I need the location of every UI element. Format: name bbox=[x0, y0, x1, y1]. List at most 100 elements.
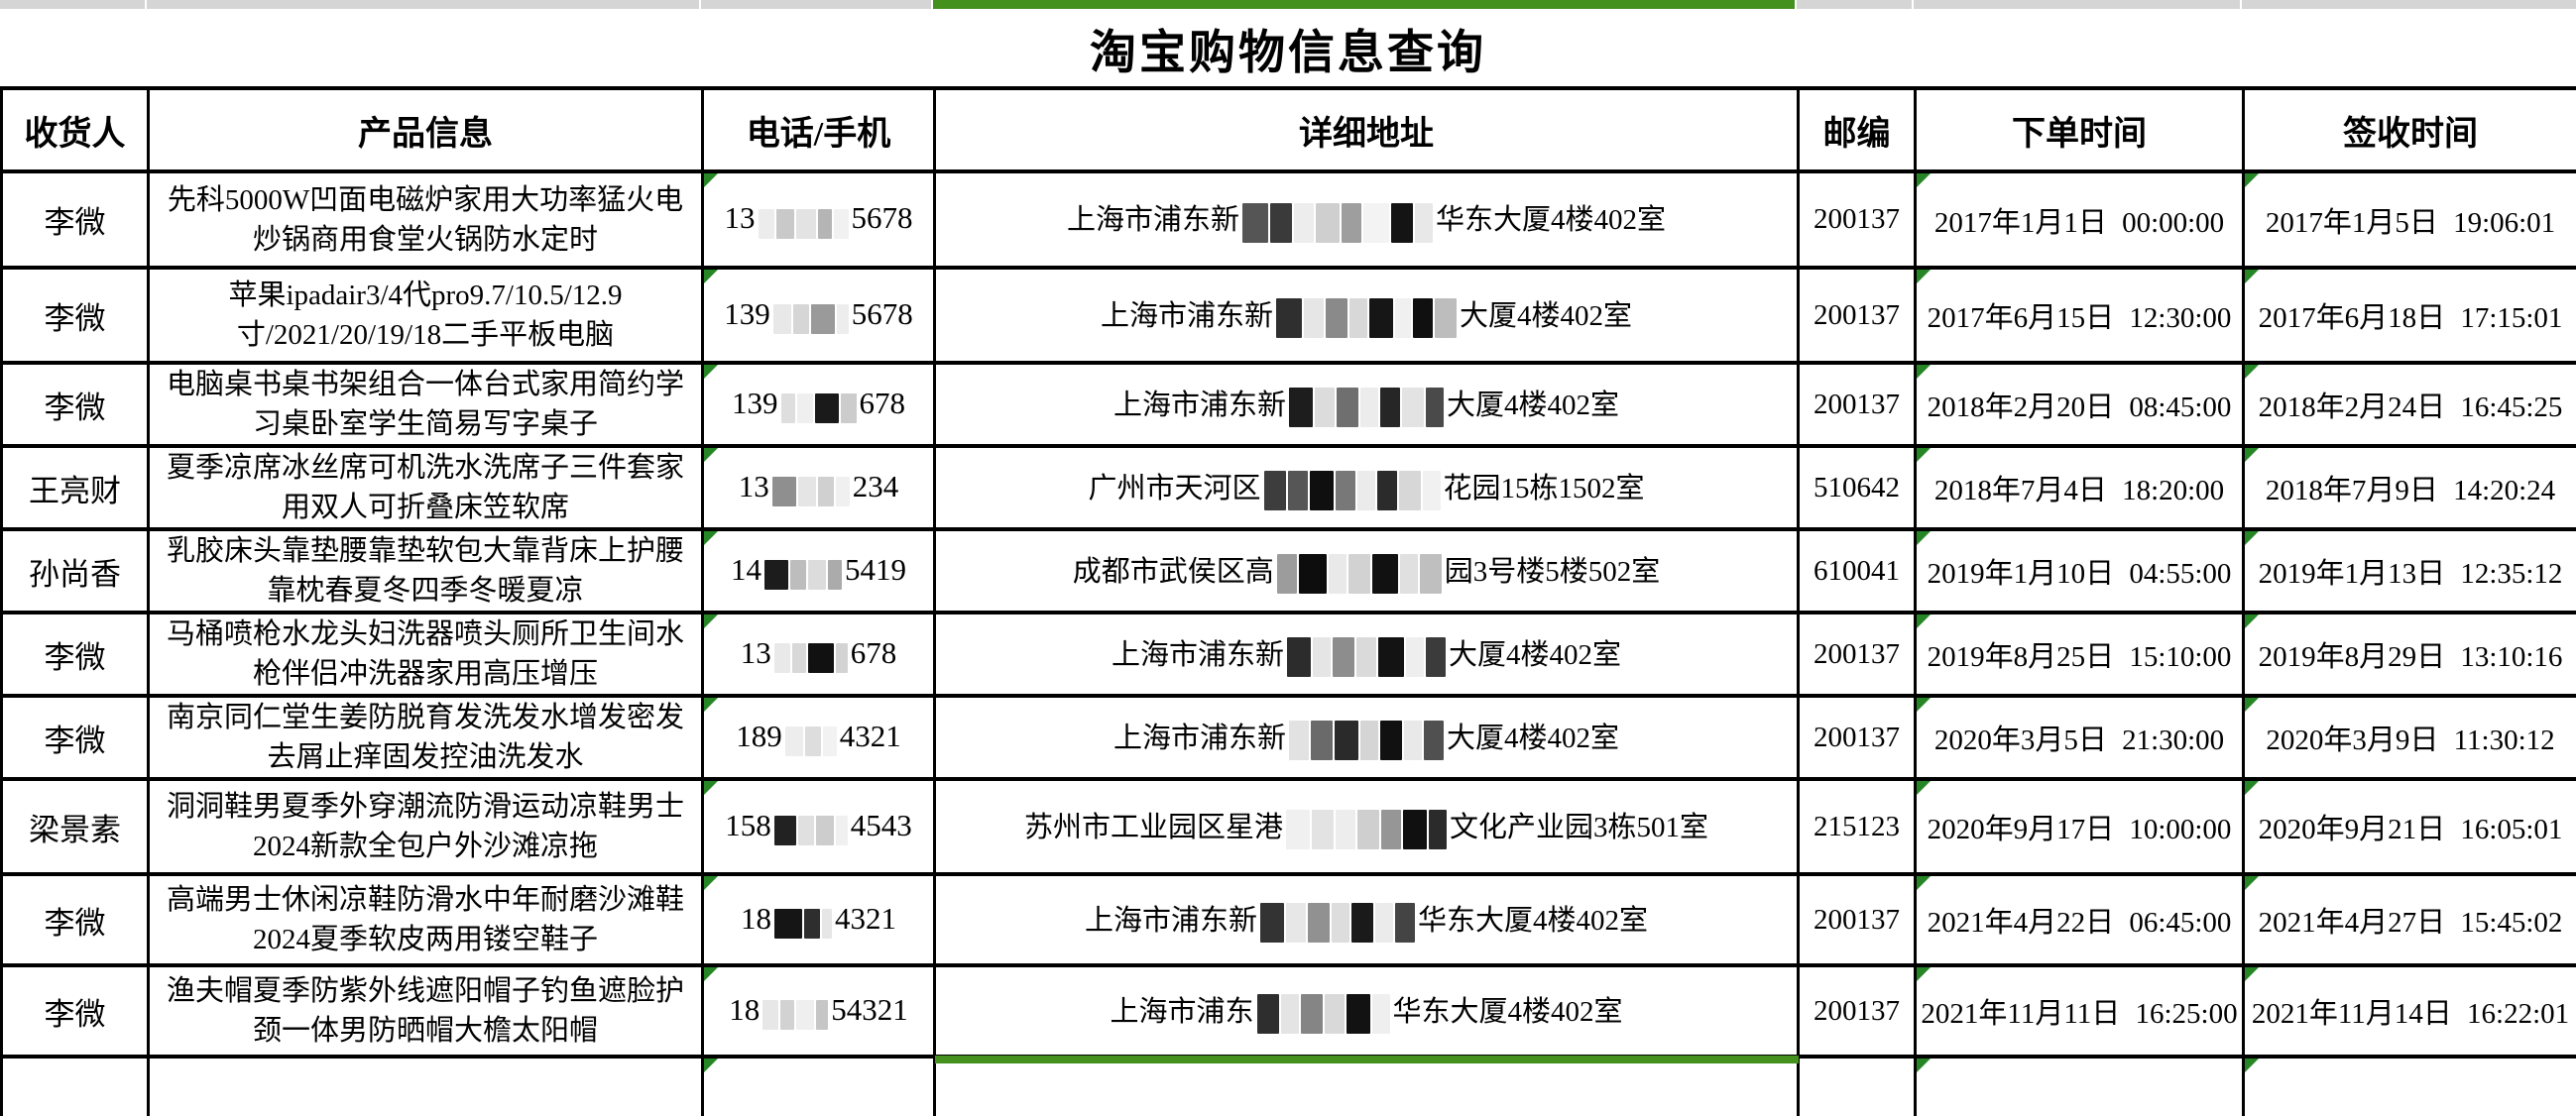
address-cell[interactable] bbox=[935, 1057, 1799, 1116]
address-cell[interactable]: 上海市浦东华东大厦4楼402室 bbox=[935, 965, 1799, 1057]
col-header-recipient[interactable]: 收货人 bbox=[2, 88, 149, 171]
recipient-cell[interactable]: 李微 bbox=[2, 613, 149, 696]
order-time-cell[interactable]: 2020年9月17日 10:00:00 bbox=[1916, 779, 2244, 874]
col-header-address[interactable]: 详细地址 bbox=[935, 88, 1799, 171]
text-format-flag-icon bbox=[704, 698, 718, 712]
address-cell[interactable]: 广州市天河区花园15栋1502室 bbox=[935, 446, 1799, 529]
col-header-phone[interactable]: 电话/手机 bbox=[703, 88, 935, 171]
address-cell[interactable]: 上海市浦东新大厦4楼402室 bbox=[935, 696, 1799, 779]
product-cell[interactable]: 乳胶床头靠垫腰靠垫软包大靠背床上护腰靠枕春夏冬四季冬暖夏凉 bbox=[149, 529, 703, 613]
zip-cell[interactable]: 215123 bbox=[1799, 779, 1916, 874]
sign-time-cell[interactable]: 2017年1月5日 19:06:01 bbox=[2244, 171, 2576, 268]
product-cell[interactable]: 洞洞鞋男夏季外穿潮流防滑运动凉鞋男士2024新款全包户外沙滩凉拖 bbox=[149, 779, 703, 874]
col-header-order-time[interactable]: 下单时间 bbox=[1916, 88, 2244, 171]
product-cell[interactable]: 南京同仁堂生姜防脱育发洗发水增发密发去屑止痒固发控油洗发水 bbox=[149, 696, 703, 779]
sign-time-cell[interactable]: 2020年9月21日 16:05:01 bbox=[2244, 779, 2576, 874]
product-cell[interactable] bbox=[149, 1057, 703, 1116]
zip-cell[interactable]: 200137 bbox=[1799, 696, 1916, 779]
sign-time-cell[interactable]: 2018年2月24日 16:45:25 bbox=[2244, 363, 2576, 446]
order-time-cell[interactable]: 2019年1月10日 04:55:00 bbox=[1916, 529, 2244, 613]
recipient-cell[interactable]: 孙尚香 bbox=[2, 529, 149, 613]
address-cell[interactable]: 上海市浦东新大厦4楼402室 bbox=[935, 268, 1799, 363]
product-cell[interactable]: 苹果ipadair3/4代pro9.7/10.5/12.9寸/2021/20/1… bbox=[149, 268, 703, 363]
product-cell[interactable]: 夏季凉席冰丝席可机洗水洗席子三件套家用双人可折叠床笠软席 bbox=[149, 446, 703, 529]
recipient-cell[interactable]: 李微 bbox=[2, 171, 149, 268]
product-cell[interactable]: 渔夫帽夏季防紫外线遮阳帽子钓鱼遮脸护颈一体男防晒帽大檐太阳帽 bbox=[149, 965, 703, 1057]
text-format-flag-icon bbox=[704, 448, 718, 462]
recipient-cell[interactable]: 李微 bbox=[2, 268, 149, 363]
zip-cell[interactable]: 200137 bbox=[1799, 613, 1916, 696]
recipient-cell[interactable]: 李微 bbox=[2, 965, 149, 1057]
recipient-cell[interactable] bbox=[2, 1057, 149, 1116]
recipient-cell[interactable]: 李微 bbox=[2, 696, 149, 779]
product-cell[interactable]: 先科5000W凹面电磁炉家用大功率猛火电炒锅商用食堂火锅防水定时 bbox=[149, 171, 703, 268]
column-strip-segment-e[interactable] bbox=[1797, 0, 1914, 9]
recipient-cell[interactable]: 李微 bbox=[2, 874, 149, 965]
text-format-flag-icon bbox=[1917, 781, 1931, 795]
order-time-cell[interactable]: 2020年3月5日 21:30:00 bbox=[1916, 696, 2244, 779]
zip-cell[interactable]: 610041 bbox=[1799, 529, 1916, 613]
address-cell[interactable]: 苏州市工业园区星港文化产业园3栋501室 bbox=[935, 779, 1799, 874]
col-header-sign-time[interactable]: 签收时间 bbox=[2244, 88, 2576, 171]
order-time-cell[interactable] bbox=[1916, 1057, 2244, 1116]
sign-time-cell[interactable]: 2019年1月13日 12:35:12 bbox=[2244, 529, 2576, 613]
column-strip-segment-c[interactable] bbox=[701, 0, 933, 9]
order-time-cell[interactable]: 2021年4月22日 06:45:00 bbox=[1916, 874, 2244, 965]
col-header-product[interactable]: 产品信息 bbox=[149, 88, 703, 171]
product-cell[interactable]: 电脑桌书桌书架组合一体台式家用简约学习桌卧室学生简易写字桌子 bbox=[149, 363, 703, 446]
recipient-cell[interactable]: 梁景素 bbox=[2, 779, 149, 874]
zip-cell[interactable] bbox=[1799, 1057, 1916, 1116]
sign-time-cell[interactable]: 2017年6月18日 17:15:01 bbox=[2244, 268, 2576, 363]
order-time-cell[interactable]: 2017年1月1日 00:00:00 bbox=[1916, 171, 2244, 268]
column-strip-segment-selected-address[interactable] bbox=[933, 0, 1797, 9]
order-time-cell[interactable]: 2018年7月4日 18:20:00 bbox=[1916, 446, 2244, 529]
recipient-cell[interactable]: 王亮财 bbox=[2, 446, 149, 529]
text-format-flag-icon bbox=[1917, 270, 1931, 283]
sign-time-cell[interactable]: 2021年11月14日 16:22:01 bbox=[2244, 965, 2576, 1057]
zip-cell[interactable]: 200137 bbox=[1799, 268, 1916, 363]
title-band: 淘宝购物信息查询 bbox=[0, 9, 2576, 86]
text-format-flag-icon bbox=[704, 967, 718, 981]
sign-time-cell[interactable]: 2018年7月9日 14:20:24 bbox=[2244, 446, 2576, 529]
address-cell[interactable]: 上海市浦东新华东大厦4楼402室 bbox=[935, 171, 1799, 268]
phone-cell[interactable] bbox=[703, 1057, 935, 1116]
address-cell[interactable]: 成都市武侯区高园3号楼5楼502室 bbox=[935, 529, 1799, 613]
zip-cell[interactable]: 200137 bbox=[1799, 874, 1916, 965]
address-cell[interactable]: 上海市浦东新大厦4楼402室 bbox=[935, 363, 1799, 446]
sign-time-cell[interactable]: 2020年3月9日 11:30:12 bbox=[2244, 696, 2576, 779]
order-time-cell[interactable]: 2017年6月15日 12:30:00 bbox=[1916, 268, 2244, 363]
sign-time-cell[interactable]: 2019年8月29日 13:10:16 bbox=[2244, 613, 2576, 696]
product-cell[interactable]: 高端男士休闲凉鞋防滑水中年耐磨沙滩鞋2024夏季软皮两用镂空鞋子 bbox=[149, 874, 703, 965]
zip-cell[interactable]: 200137 bbox=[1799, 171, 1916, 268]
column-strip-segment-b[interactable] bbox=[147, 0, 701, 9]
order-time-cell[interactable]: 2019年8月25日 15:10:00 bbox=[1916, 613, 2244, 696]
product-cell[interactable]: 马桶喷枪水龙头妇洗器喷头厕所卫生间水枪伴侣冲洗器家用高压增压 bbox=[149, 613, 703, 696]
address-cell[interactable]: 上海市浦东新大厦4楼402室 bbox=[935, 613, 1799, 696]
zip-cell[interactable]: 200137 bbox=[1799, 363, 1916, 446]
col-header-zip[interactable]: 邮编 bbox=[1799, 88, 1916, 171]
order-time-cell[interactable]: 2018年2月20日 08:45:00 bbox=[1916, 363, 2244, 446]
address-cell[interactable]: 上海市浦东新华东大厦4楼402室 bbox=[935, 874, 1799, 965]
sign-time-cell[interactable] bbox=[2244, 1057, 2576, 1116]
recipient-cell[interactable]: 李微 bbox=[2, 363, 149, 446]
order-time-cell[interactable]: 2021年11月11日 16:25:00 bbox=[1916, 965, 2244, 1057]
sign-time-cell[interactable]: 2021年4月27日 15:45:02 bbox=[2244, 874, 2576, 965]
zip-cell[interactable]: 200137 bbox=[1799, 965, 1916, 1057]
column-strip-segment-a[interactable] bbox=[0, 0, 147, 9]
column-strip-segment-f[interactable] bbox=[1914, 0, 2242, 9]
column-strip-segment-g[interactable] bbox=[2242, 0, 2576, 9]
zip-cell[interactable]: 510642 bbox=[1799, 446, 1916, 529]
